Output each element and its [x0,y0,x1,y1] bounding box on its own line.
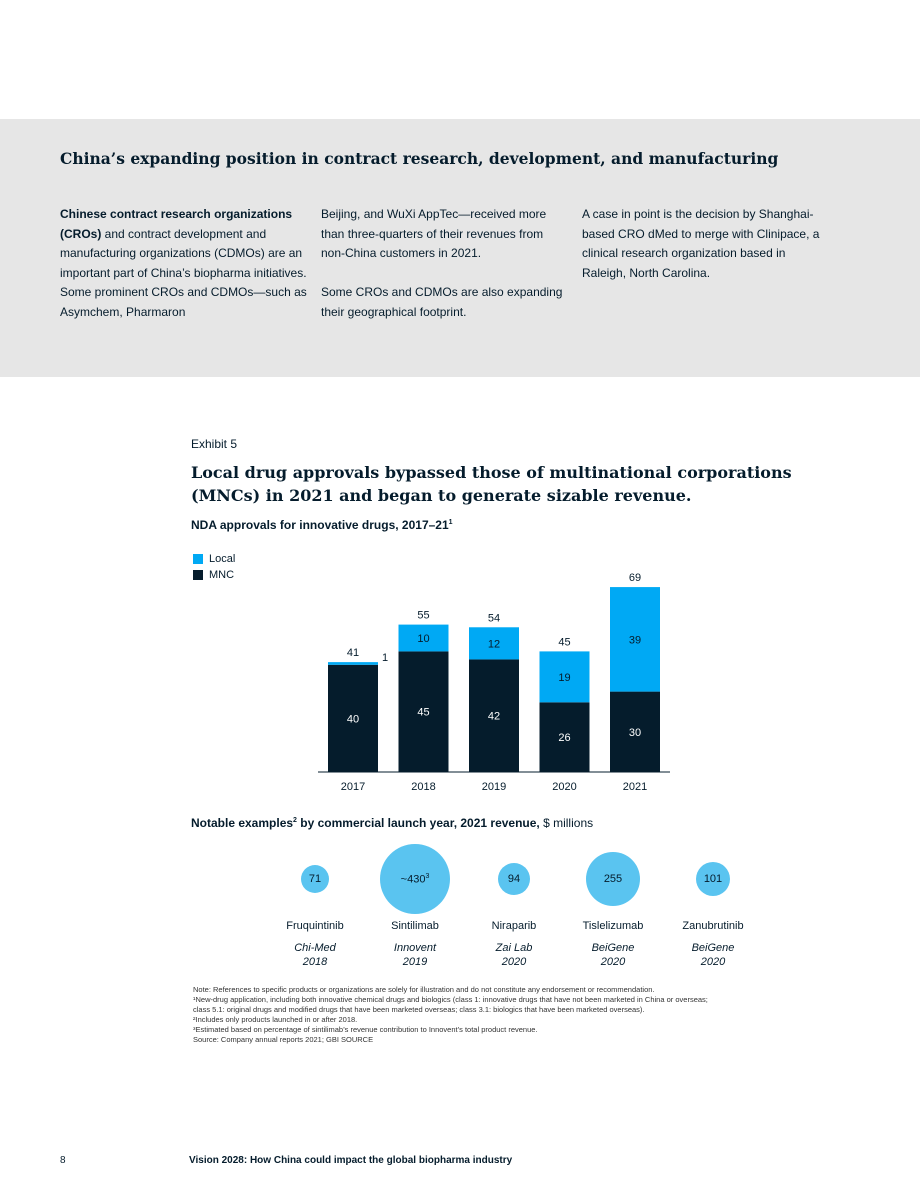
revenue-bubble-niraparib: 94 [497,862,531,896]
drug-name-tislelizumab: Tislelizumab [582,920,644,932]
revenue-bubble-fruquintinib: 71 [300,864,330,894]
x-tick-label-2021: 2021 [623,781,647,793]
legend-swatch-local [193,554,203,564]
footnote-line: class 5.1: original drugs and modified d… [193,1005,645,1014]
footer-title: Vision 2028: How China could impact the … [189,1155,513,1166]
revenue-bubble-tislelizumab: 255 [586,852,640,906]
bar-local-label-2017: 1 [382,652,388,664]
footnotes: Note: References to specific products or… [193,985,803,1045]
drug-company-zanubrutinib: BeiGene [691,942,735,954]
drug-company-tislelizumab: BeiGene [591,942,635,954]
drug-year-zanubrutinib: 2020 [700,956,726,968]
drug-name-zanubrutinib: Zanubrutinib [682,920,744,932]
bar-mnc-label-2020: 26 [558,732,570,744]
bar-total-label-2021: 69 [629,572,641,584]
legend-label-mnc: MNC [209,569,235,581]
bar-total-label-2018: 55 [417,610,429,622]
footnote-line: ¹New-drug application, including both in… [193,995,708,1004]
drug-name-fruquintinib: Fruquintinib [286,920,344,932]
drug-year-fruquintinib: 2018 [302,956,328,968]
bar-total-label-2020: 45 [558,636,570,648]
drug-company-sintilimab: Innovent [393,942,437,954]
bar-total-label-2019: 54 [488,612,500,624]
sidebar-column-2: Beijing, and WuXi AppTec—received more t… [321,205,569,342]
drug-name-niraparib: Niraparib [491,920,537,932]
bar-local-label-2018: 10 [417,633,429,645]
x-tick-label-2020: 2020 [552,781,576,793]
legend-item-mnc: MNC [193,567,235,583]
legend-item-local: Local [193,551,235,567]
bar-local-2021 [610,587,660,692]
bar-mnc-label-2017: 40 [347,713,359,725]
sidebar-title: China’s expanding position in contract r… [60,149,779,168]
footnote-line: ²Includes only products launched in or a… [193,1015,358,1024]
legend-label-local: Local [209,553,236,565]
drug-company-niraparib: Zai Lab [495,942,533,954]
bar-local-label-2019: 12 [488,638,500,650]
bar-local-label-2021: 39 [629,634,641,646]
sidebar-col1-bold: Chinese contract research organizations … [60,207,293,241]
bar-local-2018 [398,624,449,652]
bar-mnc-2019 [469,659,519,772]
revenue-value-zanubrutinib: 101 [703,872,723,885]
stacked-bar-chart: 40 1 41 2017 45 10 55 2018 42 12 54 2019 26 19 45 2020 3… [318,572,670,793]
bar-mnc-label-2019: 42 [488,711,500,723]
revenue-value-tislelizumab: 255 [603,872,623,885]
x-tick-label-2017: 2017 [341,781,365,793]
chart-legend: Local MNC [193,551,235,583]
examples-title: Notable examples2 by commercial launch y… [191,816,594,830]
revenue-value-niraparib: 94 [507,872,521,885]
sidebar-col2-paragraph-1: Beijing, and WuXi AppTec—received more t… [321,207,547,260]
sidebar-box [0,119,920,377]
footnote-line: ³Estimated based on percentage of sintil… [193,1025,538,1034]
sidebar-col1-text: and contract development and manufacturi… [60,226,307,319]
bar-mnc-2017 [328,664,378,772]
revenue-value-sintilimab: ~4303 [400,872,430,886]
page-number: 8 [60,1155,66,1166]
bar-local-2019 [469,627,519,660]
sidebar-col2-paragraph-2: Some CROs and CDMOs are also expanding t… [321,285,563,319]
drug-name-sintilimab: Sintilimab [391,920,439,932]
bar-mnc-2020 [539,702,590,772]
bar-total-label-2017: 41 [347,647,359,659]
bar-local-label-2020: 19 [558,672,570,684]
drug-year-sintilimab: 2019 [402,956,428,968]
sidebar-column-3: A case in point is the decision by Shang… [582,205,830,303]
exhibit-title: Local drug approvals bypassed those of m… [191,463,792,505]
x-tick-label-2019: 2019 [482,781,506,793]
bar-mnc-2021 [610,691,660,772]
footnote-line: Source: Company annual reports 2021; GBI… [193,1035,374,1044]
revenue-bubble-sintilimab: ~4303 [380,844,450,914]
sidebar-col3-paragraph-1: A case in point is the decision by Shang… [582,207,820,280]
legend-swatch-mnc [193,570,203,580]
drug-year-niraparib: 2020 [501,956,527,968]
bar-local-2020 [539,651,590,703]
bar-mnc-2018 [398,651,449,772]
footnote-line: Note: References to specific products or… [193,985,655,994]
bar-mnc-label-2021: 30 [629,727,641,739]
x-tick-label-2018: 2018 [411,781,435,793]
revenue-bubble-zanubrutinib: 101 [696,862,730,896]
bar-mnc-label-2018: 45 [417,707,429,719]
bar-local-2017 [328,662,378,665]
drug-year-tislelizumab: 2020 [600,956,626,968]
chart-title: NDA approvals for innovative drugs, 2017… [191,518,453,532]
revenue-value-fruquintinib: 71 [308,872,322,885]
sidebar-column-1: Chinese contract research organizations … [60,205,308,342]
exhibit-label: Exhibit 5 [191,437,238,451]
chart-title-footnote: 1 [448,519,453,526]
drug-company-fruquintinib: Chi-Med [294,942,336,954]
